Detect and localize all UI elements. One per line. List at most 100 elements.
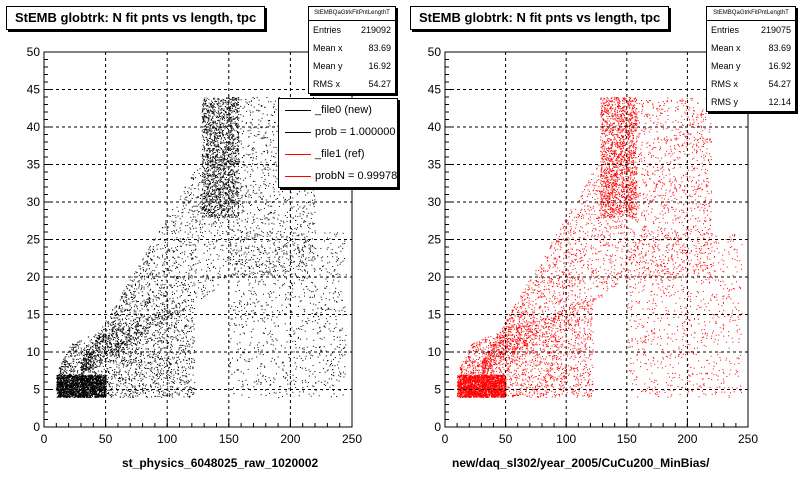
scatter-point	[214, 97, 216, 99]
scatter-point	[171, 316, 173, 318]
scatter-point	[240, 305, 242, 307]
scatter-point	[246, 239, 248, 240]
scatter-point	[157, 369, 159, 371]
scatter-point	[179, 277, 181, 279]
scatter-point	[188, 202, 190, 204]
scatter-point	[143, 270, 145, 272]
scatter-point	[56, 382, 58, 384]
scatter-point	[290, 380, 292, 382]
scatter-point	[77, 382, 79, 384]
scatter-point	[237, 192, 238, 194]
scatter-point	[172, 381, 174, 383]
scatter-point	[214, 191, 216, 193]
scatter-point	[269, 332, 271, 334]
scatter-point	[58, 392, 60, 394]
scatter-point	[203, 150, 205, 152]
scatter-point	[208, 114, 210, 116]
scatter-point	[135, 332, 137, 334]
scatter-point	[92, 354, 93, 356]
scatter-point	[130, 320, 132, 322]
scatter-point	[338, 246, 340, 248]
scatter-point	[204, 176, 206, 178]
scatter-point	[179, 218, 181, 220]
scatter-point	[269, 330, 271, 332]
scatter-point	[96, 380, 98, 382]
scatter-point	[175, 268, 177, 269]
scatter-point	[211, 139, 213, 140]
scatter-point	[231, 200, 233, 202]
scatter-point	[161, 373, 163, 375]
scatter-point	[249, 212, 251, 214]
scatter-point	[91, 381, 93, 383]
scatter-point	[247, 213, 249, 215]
scatter-point	[79, 362, 81, 364]
scatter-point	[73, 376, 75, 378]
scatter-point	[242, 352, 244, 354]
scatter-point	[254, 292, 256, 294]
scatter-point	[223, 103, 224, 105]
scatter-point	[88, 360, 90, 362]
scatter-point	[342, 247, 344, 249]
scatter-point	[303, 244, 305, 246]
scatter-point	[139, 319, 141, 321]
scatter-point	[163, 319, 165, 321]
scatter-point	[169, 298, 171, 300]
scatter-point	[143, 275, 145, 277]
scatter-point	[222, 265, 224, 267]
scatter-point	[139, 318, 141, 320]
scatter-point	[205, 170, 207, 172]
scatter-point	[115, 346, 117, 347]
scatter-point	[157, 386, 159, 388]
scatter-point	[257, 249, 259, 250]
scatter-point	[192, 325, 194, 327]
scatter-point	[323, 367, 325, 369]
scatter-point	[231, 169, 233, 170]
scatter-point	[280, 385, 282, 387]
scatter-point	[303, 211, 305, 213]
scatter-point	[222, 135, 224, 136]
scatter-point	[100, 394, 102, 396]
scatter-point	[65, 384, 67, 386]
scatter-point	[188, 357, 190, 359]
scatter-point	[327, 237, 328, 239]
scatter-point	[188, 343, 190, 345]
scatter-point	[204, 182, 206, 184]
scatter-point	[234, 267, 236, 269]
scatter-point	[269, 392, 270, 394]
scatter-point	[219, 274, 221, 276]
scatter-point	[335, 252, 337, 254]
scatter-point	[214, 101, 216, 103]
scatter-point	[285, 228, 286, 230]
scatter-point	[233, 186, 235, 188]
scatter-point	[214, 134, 216, 136]
scatter-point	[204, 287, 206, 289]
scatter-point	[333, 372, 335, 374]
scatter-point	[105, 320, 107, 322]
scatter-point	[206, 129, 208, 131]
scatter-point	[69, 346, 71, 348]
scatter-point	[254, 281, 256, 283]
scatter-point	[267, 205, 269, 207]
scatter-point	[213, 182, 215, 184]
scatter-point	[103, 341, 105, 343]
scatter-point	[122, 347, 124, 349]
scatter-point	[189, 310, 191, 312]
scatter-point	[253, 127, 255, 129]
scatter-point	[232, 216, 234, 218]
scatter-point	[173, 374, 175, 376]
scatter-point	[272, 251, 274, 253]
scatter-point	[282, 376, 284, 378]
scatter-point	[201, 153, 203, 155]
scatter-point	[290, 253, 292, 255]
scatter-point	[151, 396, 152, 398]
scatter-point	[265, 188, 266, 189]
scatter-point	[225, 117, 227, 119]
scatter-point	[89, 367, 91, 369]
scatter-point	[183, 381, 185, 383]
scatter-point	[237, 182, 239, 184]
scatter-point	[188, 294, 190, 296]
scatter-point	[219, 136, 221, 138]
scatter-point	[246, 233, 248, 235]
scatter-point	[74, 393, 76, 395]
scatter-point	[310, 212, 312, 214]
